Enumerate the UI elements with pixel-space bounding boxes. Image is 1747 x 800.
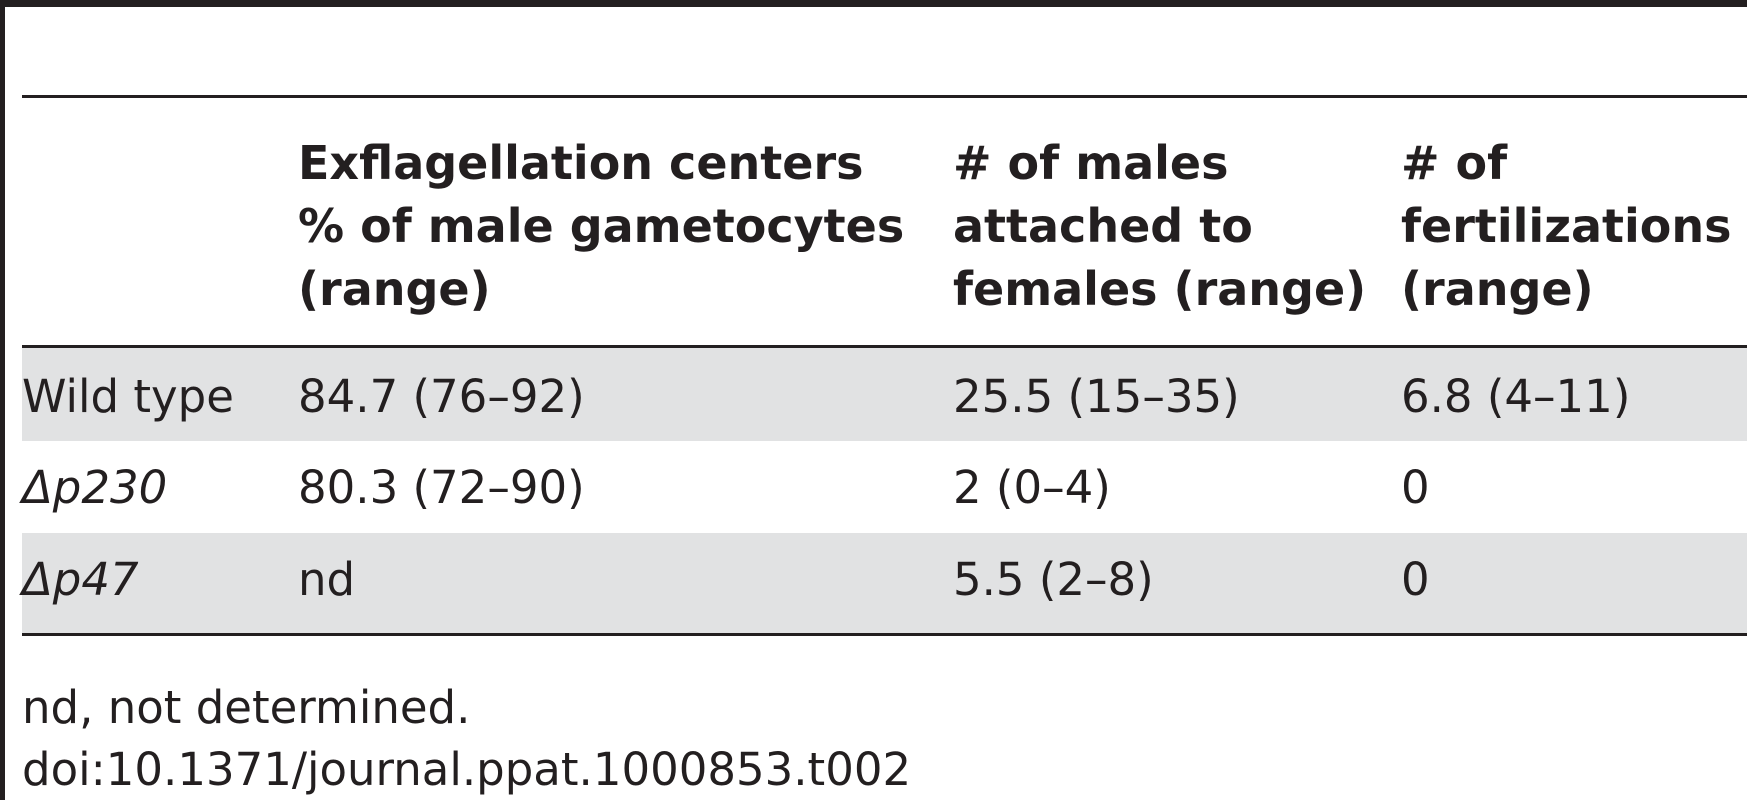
table-bottom-rule [22,633,1747,636]
cell-exflagellation: 84.7 (76–92) [298,370,585,423]
cell-fertilizations: 0 [1401,553,1430,606]
row-label: Δp47 [22,553,139,606]
cell-exflagellation: 80.3 (72–90) [298,461,585,514]
column-header-exflagellation: Exflagellation centers % of male gametoc… [298,136,905,316]
top-border-rule [0,0,1747,7]
left-border-rule [0,0,5,800]
cell-fertilizations: 6.8 (4–11) [1401,370,1631,423]
row-background-wild-type [22,348,1747,441]
cell-fertilizations: 0 [1401,461,1430,514]
table-footnote: nd, not determined. [22,681,471,734]
row-label: Δp230 [22,461,168,514]
column-header-males-attached: # of males attached to females (range) [953,136,1367,316]
column-header-fertilizations: # of fertilizations (range) [1401,136,1732,316]
table-top-rule [22,95,1747,98]
header-bottom-rule [22,345,1747,348]
cell-males-attached: 25.5 (15–35) [953,370,1240,423]
doi-link[interactable]: doi:10.1371/journal.ppat.1000853.t002 [22,743,912,796]
row-label: Wild type [22,370,234,423]
cell-males-attached: 5.5 (2–8) [953,553,1154,606]
cell-males-attached: 2 (0–4) [953,461,1111,514]
cell-exflagellation: nd [298,553,356,606]
row-background-p47 [22,533,1747,634]
